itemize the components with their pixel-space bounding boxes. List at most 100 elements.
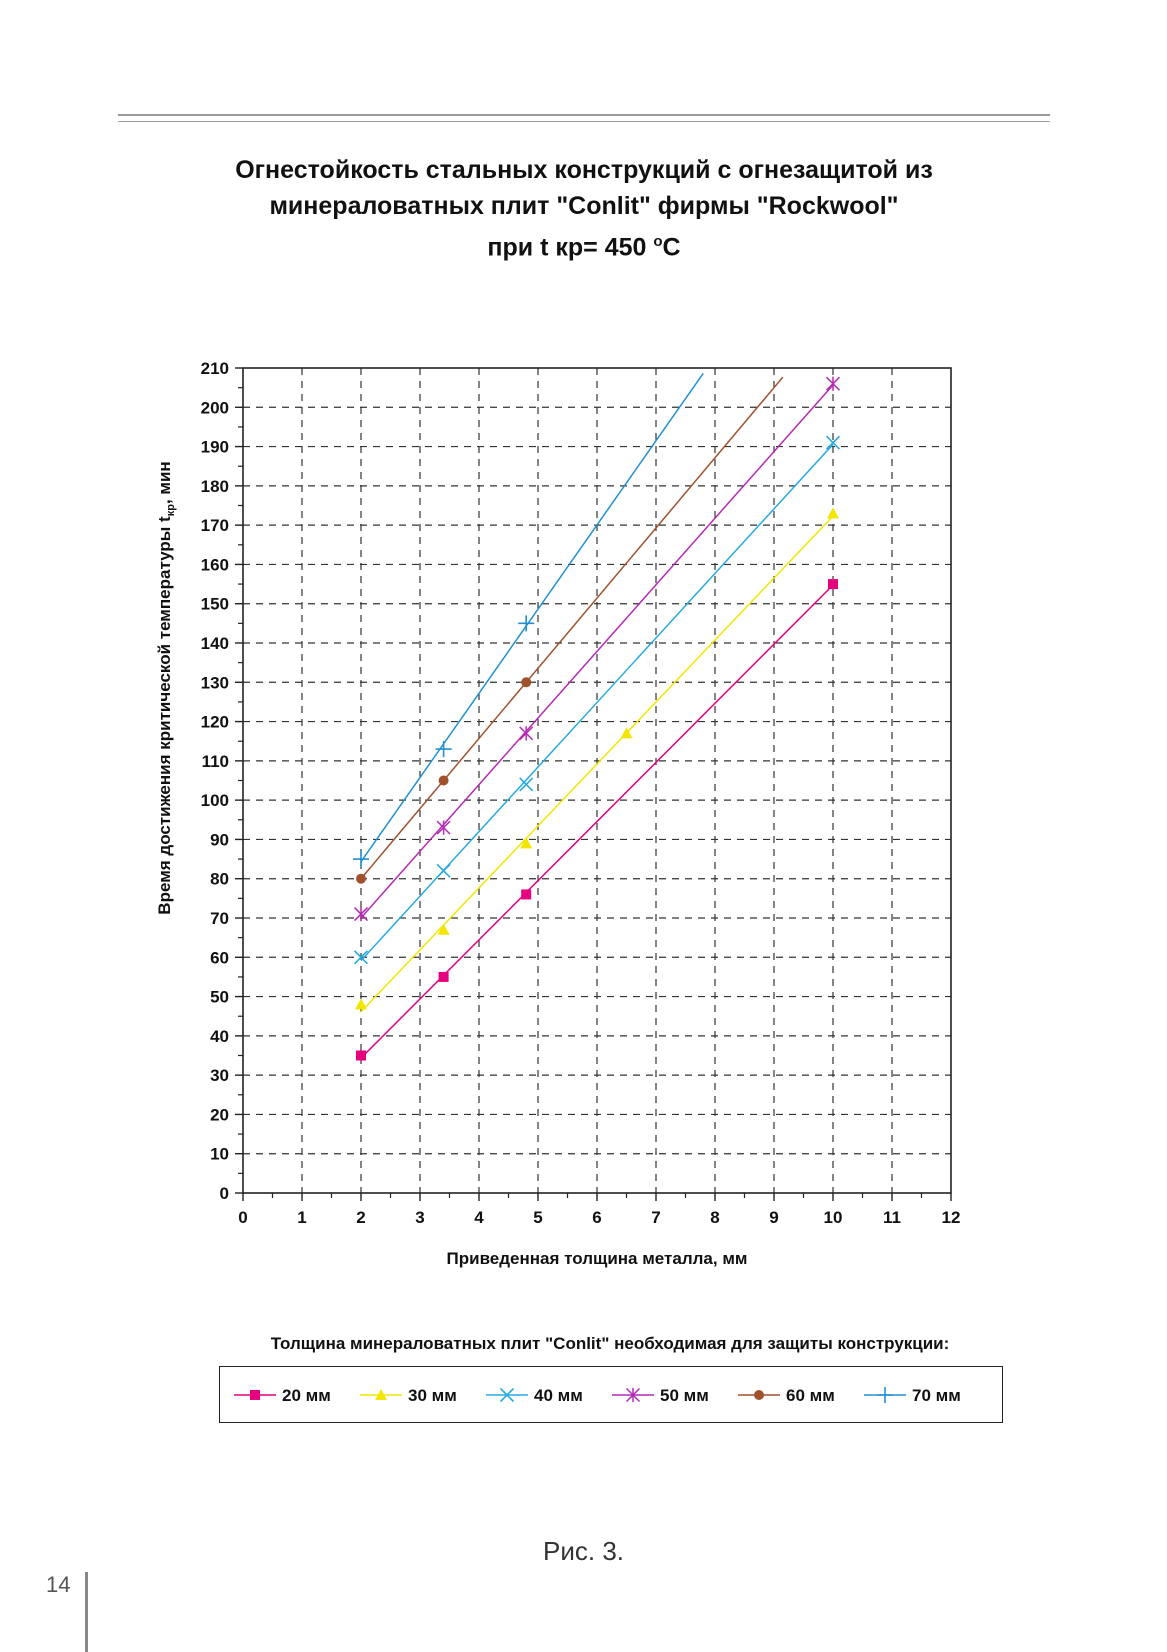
y-axis-label-sub: кр [165,504,177,517]
series-3 [353,435,841,965]
legend-marker [754,1390,764,1400]
data-point [438,775,449,786]
y-tick-label: 80 [210,870,229,889]
legend-label: 40 мм [534,1386,583,1405]
grid-layer [243,368,951,1193]
legend-label: 30 мм [408,1386,457,1405]
legend-entry-1: 20 мм [234,1386,331,1405]
y-tick-label: 40 [210,1027,229,1046]
series-layer [353,372,841,1061]
title-line-2: минераловатных плит "Conlit" фирмы "Rock… [269,192,899,220]
legend-marker [375,1389,387,1400]
y-tick-label: 200 [201,398,229,417]
data-point [518,615,535,632]
y-tick-label: 60 [210,948,229,967]
legend-svg: 20 мм 30 мм 40 мм 50 мм 60 мм 70 мм [234,1386,961,1405]
chart-title: Огнестойкость стальных конструкций с огн… [118,152,1050,265]
series-6 [353,372,704,868]
x-tick-label: 7 [651,1208,660,1227]
x-tick-label: 2 [356,1208,365,1227]
y-tick-label: 190 [201,438,229,457]
y-tick-label: 100 [201,791,229,810]
series-2 [355,507,839,1013]
x-tick-label: 10 [824,1208,843,1227]
y-axis-label: Время достижения критической температуры… [155,461,177,914]
data-point [355,998,367,1010]
data-point [519,726,534,741]
data-point [620,727,633,739]
y-tick-label: 140 [201,634,229,653]
series-4 [353,376,841,922]
y-tick-label: 170 [201,516,229,535]
y-tick-label: 10 [210,1145,229,1164]
series-line [360,443,834,962]
x-tick-label: 11 [883,1208,901,1227]
x-tick-label: 3 [415,1208,424,1227]
series-1 [356,579,838,1061]
y-tick-label: 130 [201,673,229,692]
data-point [435,741,452,758]
title-line-3-suffix: C [662,233,681,262]
series-line [360,515,834,1013]
data-point [353,851,369,868]
page-number: 14 [46,1572,71,1597]
y-tick-label: 150 [201,595,229,614]
legend: 20 мм 30 мм 40 мм 50 мм 60 мм 70 мм [219,1366,1003,1423]
fire-resistance-chart: 0 1 2 3 4 5 6 7 8 9 10 11 12010203040506070809010011… [155,359,961,1268]
title-line-3-prefix: при t кр= 450 [487,233,654,262]
x-tick-label: 0 [238,1208,247,1227]
x-tick-label: 8 [710,1208,719,1227]
series-line [360,376,784,880]
data-point [436,863,451,878]
y-axis-label-suffix: , мин [155,461,174,504]
legend-marker [499,1387,515,1403]
data-point [436,820,451,835]
y-tick-label: 20 [210,1105,229,1124]
data-point [438,971,449,982]
data-point [521,677,532,688]
data-point [825,435,841,450]
x-tick-label: 1 [297,1208,306,1227]
y-tick-label: 90 [210,830,229,849]
data-point [356,873,366,884]
data-point [828,579,838,590]
series-line [360,372,704,863]
y-tick-label: 210 [201,359,229,378]
top-rule [118,114,1050,122]
legend-entry-5: 60 мм [738,1386,835,1405]
x-tick-label: 12 [942,1208,961,1227]
legend-entry-3: 40 мм [486,1386,583,1405]
y-tick-label: 30 [210,1066,229,1085]
data-point [521,889,532,900]
legend-label: 50 мм [660,1386,709,1405]
title-line-1: Огнестойкость стальных конструкций с огн… [235,156,933,184]
figure-caption: Рис. 3. [543,1536,624,1566]
y-tick-label: 110 [202,752,229,771]
data-point [520,837,533,849]
data-point [356,1050,366,1061]
x-tick-label: 6 [592,1208,601,1227]
data-point [437,923,450,935]
legend-label: 70 мм [912,1386,961,1405]
y-tick-label: 180 [201,477,229,496]
page-number-rule [85,1572,88,1652]
legend-entry-2: 30 мм [360,1386,457,1405]
x-tick-label: 5 [533,1208,542,1227]
series-5 [356,376,784,884]
y-tick-label: 0 [220,1184,229,1203]
data-point [519,777,534,792]
y-axis-label-main: Время достижения критической температуры… [155,516,174,915]
legend-caption: Толщина минераловатных плит "Conlit" нео… [270,1334,950,1353]
legend-marker [250,1390,260,1400]
title-line-3: при t кр= 450 oC [118,224,1050,265]
legend-marker [877,1387,893,1403]
x-tick-label: 9 [769,1208,778,1227]
degree-sign: o [653,233,663,250]
legend-marker [625,1387,641,1403]
y-tick-label: 50 [210,988,229,1007]
data-point [353,906,369,922]
series-line [360,384,834,919]
x-tick-label: 4 [474,1208,484,1227]
x-axis-label: Приведенная толщина металла, мм [447,1249,748,1268]
y-tick-label: 70 [210,909,229,928]
